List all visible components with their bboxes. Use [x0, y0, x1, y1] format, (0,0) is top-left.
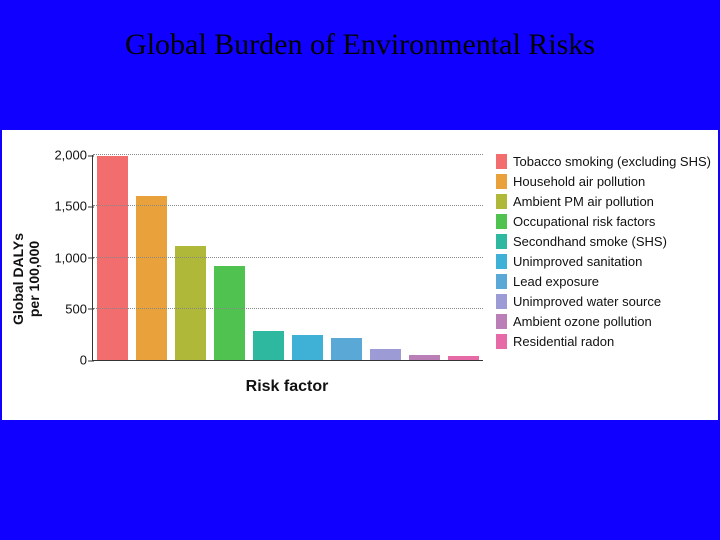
legend-swatch — [496, 254, 507, 269]
bar-slot — [405, 155, 444, 360]
legend-label: Household air pollution — [513, 175, 645, 188]
gridline — [93, 308, 483, 309]
bar-slot — [132, 155, 171, 360]
bar-slot — [93, 155, 132, 360]
legend-label: Unimproved sanitation — [513, 255, 642, 268]
legend-label: Secondhand smoke (SHS) — [513, 235, 667, 248]
legend-item: Ambient PM air pollution — [496, 194, 711, 209]
bar-slot — [210, 155, 249, 360]
chart-figure: Global DALYsper 100,000 05001,0001,5002,… — [2, 130, 718, 420]
bar — [175, 246, 205, 360]
bar — [253, 331, 283, 360]
y-tick-label: 0 — [80, 353, 93, 368]
legend-label: Tobacco smoking (excluding SHS) — [513, 155, 711, 168]
legend-item: Unimproved sanitation — [496, 254, 711, 269]
y-tick-label: 2,000 — [54, 148, 93, 163]
legend-swatch — [496, 214, 507, 229]
gridline — [93, 154, 483, 155]
legend-label: Lead exposure — [513, 275, 599, 288]
x-axis-label: Risk factor — [92, 378, 482, 396]
bar-slot — [366, 155, 405, 360]
legend-item: Lead exposure — [496, 274, 711, 289]
gridline — [93, 205, 483, 206]
bar — [214, 266, 244, 360]
legend-swatch — [496, 174, 507, 189]
y-axis-label-text: Global DALYsper 100,000 — [10, 233, 42, 325]
legend-item: Secondhand smoke (SHS) — [496, 234, 711, 249]
y-tick-label: 500 — [65, 301, 93, 316]
y-tick-label: 1,500 — [54, 199, 93, 214]
legend-item: Tobacco smoking (excluding SHS) — [496, 154, 711, 169]
legend-item: Ambient ozone pollution — [496, 314, 711, 329]
y-axis-label: Global DALYsper 100,000 — [10, 233, 42, 325]
bar — [331, 338, 361, 360]
bar — [409, 355, 439, 360]
plot-area: 05001,0001,5002,000 — [92, 155, 483, 361]
legend-item: Unimproved water source — [496, 294, 711, 309]
legend-label: Ambient PM air pollution — [513, 195, 654, 208]
legend-swatch — [496, 234, 507, 249]
legend-label: Unimproved water source — [513, 295, 661, 308]
legend-swatch — [496, 274, 507, 289]
bar-slot — [171, 155, 210, 360]
bar-slot — [249, 155, 288, 360]
slide: Global Burden of Environmental Risks Glo… — [0, 0, 720, 540]
legend-swatch — [496, 334, 507, 349]
bar-slot — [444, 155, 483, 360]
legend-swatch — [496, 154, 507, 169]
y-tick-label: 1,000 — [54, 250, 93, 265]
bar-slot — [288, 155, 327, 360]
legend-label: Residential radon — [513, 335, 614, 348]
legend-swatch — [496, 194, 507, 209]
bar — [292, 335, 322, 360]
bar — [448, 356, 478, 360]
legend-item: Household air pollution — [496, 174, 711, 189]
legend-label: Ambient ozone pollution — [513, 315, 652, 328]
legend-label: Occupational risk factors — [513, 215, 655, 228]
bar — [136, 196, 166, 360]
legend-item: Occupational risk factors — [496, 214, 711, 229]
bar-slot — [327, 155, 366, 360]
legend-swatch — [496, 294, 507, 309]
gridline — [93, 257, 483, 258]
legend: Tobacco smoking (excluding SHS) Household… — [496, 154, 711, 354]
page-title: Global Burden of Environmental Risks — [0, 28, 720, 62]
legend-swatch — [496, 314, 507, 329]
legend-item: Residential radon — [496, 334, 711, 349]
bars-container — [93, 155, 483, 360]
bar — [97, 156, 127, 360]
bar — [370, 349, 400, 360]
